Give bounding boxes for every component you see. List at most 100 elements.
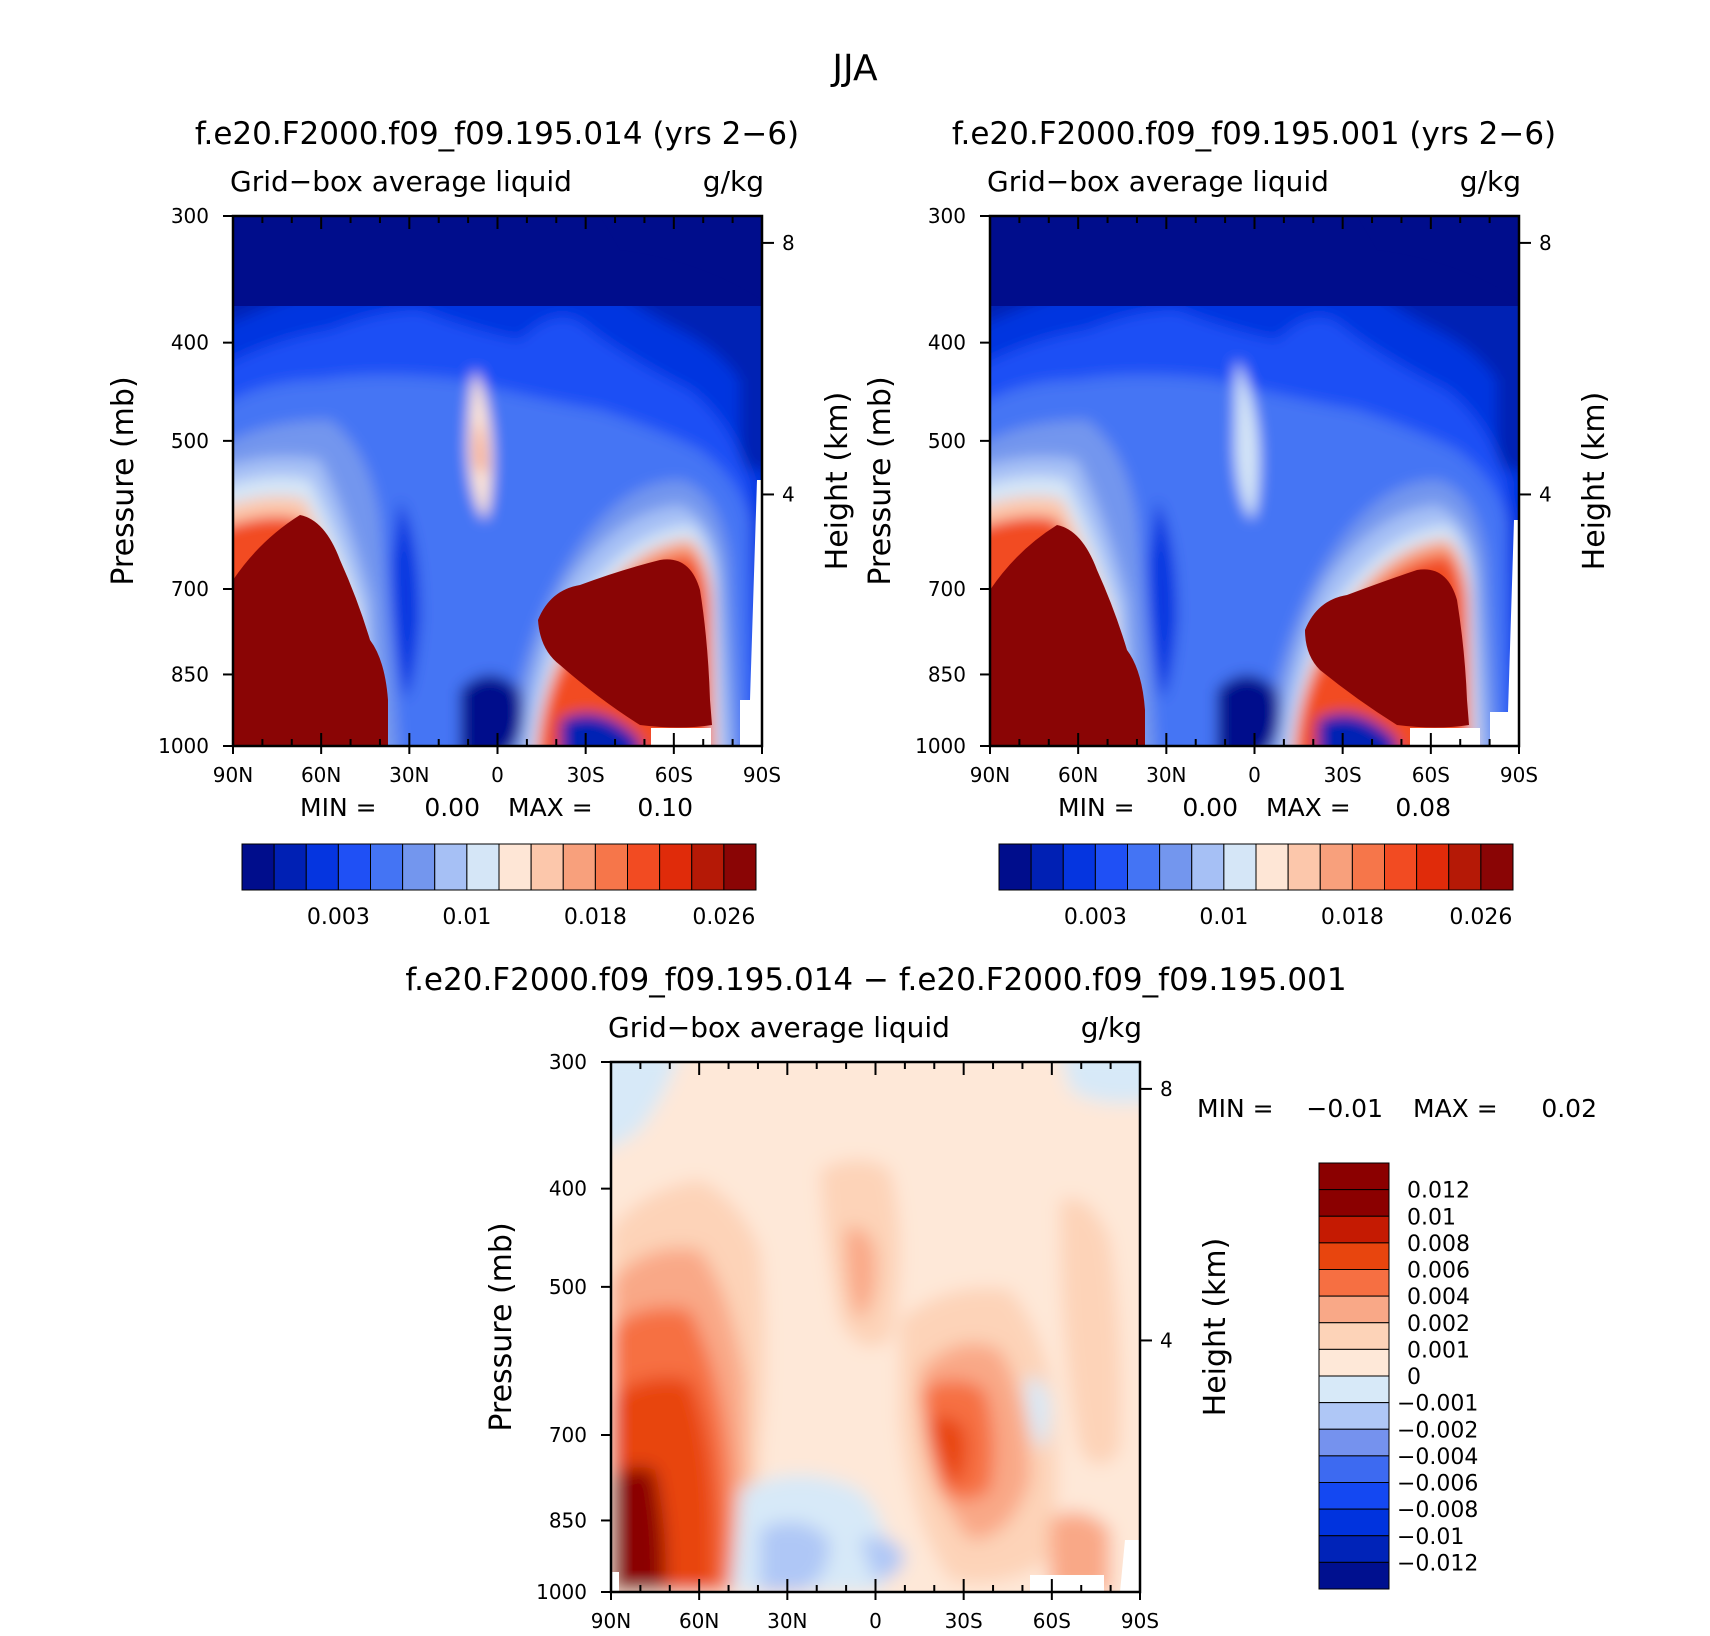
colorbar-swatch [1318,1535,1390,1563]
colorbar-swatch [370,843,404,891]
x-tick-label: 90S [743,763,781,787]
colorbar-label: −0.006 [1397,1472,1478,1497]
colorbar-swatch [273,843,307,891]
colorbar-label: −0.008 [1397,1498,1478,1523]
y-tick-label: 700 [171,577,209,601]
diff-contour-field [611,1062,1140,1592]
x-tick-label: 90S [1500,763,1538,787]
x-tick-label: 60S [655,763,693,787]
missing-data [1120,1540,1140,1592]
left-panel-title: f.e20.F2000.f09_f09.195.014 (yrs 2−6) [195,116,799,152]
left-max-value: 0.10 [637,793,693,822]
left-y-right-axis-label: Height (km) [820,392,855,571]
colorbar-swatch [466,843,500,891]
colorbar-swatch [1318,1269,1390,1297]
right-panel-title: f.e20.F2000.f09_f09.195.001 (yrs 2−6) [952,116,1556,152]
figure-title: JJA [830,48,878,89]
colorbar-swatch [402,843,436,891]
x-tick-label: 30S [567,763,605,787]
left-variable-label: Grid−box average liquid [230,165,572,198]
colorbar-swatch [1351,843,1385,891]
left-field-cores [233,216,762,746]
right-colorbar: 0.003 0.01 0.018 0.026 [998,843,1514,930]
colorbar-label: 0.008 [1407,1232,1470,1257]
diff-y-axis-label: Pressure (mb) [484,1222,519,1431]
colorbar-swatch [1416,843,1450,891]
y-tick-label: 300 [171,204,209,228]
right-contour-field [990,216,1519,746]
x-tick-label: 60S [1412,763,1450,787]
right-min-label: MIN = [1058,793,1135,822]
colorbar-swatch [1318,1482,1390,1510]
colorbar-swatch [998,843,1032,891]
colorbar-swatch [1318,1189,1390,1217]
diff-y-ticks: 300 400 500 700 850 1000 8 4 [536,1050,1173,1604]
y-right-tick-label: 8 [1160,1077,1173,1101]
y-tick-label: 500 [549,1275,587,1299]
x-tick-label: 30S [945,1609,983,1633]
x-tick-label: 0 [869,1609,882,1633]
x-tick-label: 90N [213,763,253,787]
colorbar-swatch [498,843,532,891]
colorbar-label: 0.01 [442,905,491,930]
colorbar-swatch [1318,1375,1390,1404]
diff-units-label: g/kg [1081,1011,1142,1044]
field-core [990,525,1145,746]
colorbar-label: 0.004 [1407,1285,1470,1310]
field-core [1305,569,1469,728]
field-region [760,1522,830,1592]
x-tick-label: 60S [1033,1609,1071,1633]
colorbar-swatch [241,843,275,891]
colorbar-swatch [627,843,661,891]
colorbar-swatch [1318,1242,1390,1270]
x-tick-label: 90N [591,1609,631,1633]
colorbar-swatch [1318,1455,1390,1483]
y-tick-label: 500 [171,429,209,453]
x-tick-label: 30N [767,1609,807,1633]
colorbar-swatch [1318,1215,1390,1244]
y-tick-label: 1000 [536,1580,587,1604]
field-region [460,675,523,746]
diff-field-blobs [611,1062,1140,1592]
field-region [392,500,420,700]
x-tick-label: 0 [491,763,504,787]
field-region [1060,1198,1122,1465]
left-max-label: MAX = [508,793,593,822]
colorbar-swatch [723,843,757,891]
right-units-label: g/kg [1460,165,1521,198]
colorbar-swatch [691,843,725,891]
colorbar-swatch [1480,843,1514,891]
field-region [930,1416,967,1485]
left-units-label: g/kg [703,165,764,198]
colorbar-swatch [1127,843,1161,891]
y-tick-label: 700 [549,1423,587,1447]
colorbar-swatch [337,843,371,891]
x-tick-label: 90S [1121,1609,1159,1633]
left-contour-field [233,216,762,746]
colorbar-swatch [1319,843,1353,891]
colorbar-swatch [305,843,339,891]
colorbar-label: −0.004 [1397,1445,1478,1470]
x-tick-label: 60N [301,763,341,787]
field-region [1025,1377,1051,1450]
y-right-tick-label: 4 [782,482,795,506]
colorbar-swatch [1318,1322,1390,1350]
y-right-tick-label: 4 [1539,482,1552,506]
colorbar-swatch [1448,843,1482,891]
colorbar-label: 0.006 [1407,1259,1470,1284]
colorbar-swatch [1255,843,1289,891]
x-tick-label: 90N [970,763,1010,787]
field-core [1357,216,1519,300]
left-y-ticks: 300 400 500 700 850 1000 8 4 [158,204,795,758]
diff-panel: f.e20.F2000.f09_f09.195.014 − f.e20.F200… [405,962,1597,1633]
y-tick-label: 700 [928,577,966,601]
colorbar-swatch [1318,1428,1390,1457]
field-region [1063,1062,1140,1104]
right-max-value: 0.08 [1395,793,1451,822]
colorbar-label: 0.003 [1064,905,1127,930]
y-right-tick-label: 8 [1539,231,1552,255]
diff-max-value: 0.02 [1541,1094,1597,1123]
colorbar-label: −0.01 [1397,1525,1464,1550]
colorbar-swatch [1318,1508,1390,1537]
